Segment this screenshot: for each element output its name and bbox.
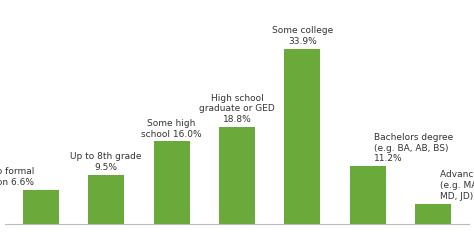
- Bar: [154, 141, 190, 224]
- Text: Bachelors degree
(e.g. BA, AB, BS)
11.2%: Bachelors degree (e.g. BA, AB, BS) 11.2%: [374, 133, 454, 163]
- Bar: [350, 166, 386, 224]
- Text: High school
graduate or GED
18.8%: High school graduate or GED 18.8%: [199, 94, 275, 124]
- Text: Some high
school 16.0%: Some high school 16.0%: [141, 119, 202, 139]
- Bar: [284, 49, 320, 224]
- Bar: [88, 175, 124, 224]
- Bar: [415, 204, 451, 224]
- Bar: [219, 127, 255, 224]
- Text: Some college
33.9%: Some college 33.9%: [272, 27, 333, 46]
- Text: No formal
education 6.6%: No formal education 6.6%: [0, 167, 34, 187]
- Text: Advanced degree
(e.g. MA, MS,
MD, JD) 3.9%: Advanced degree (e.g. MA, MS, MD, JD) 3.…: [440, 171, 474, 201]
- Bar: [23, 190, 59, 224]
- Text: Up to 8th grade
9.5%: Up to 8th grade 9.5%: [71, 152, 142, 172]
